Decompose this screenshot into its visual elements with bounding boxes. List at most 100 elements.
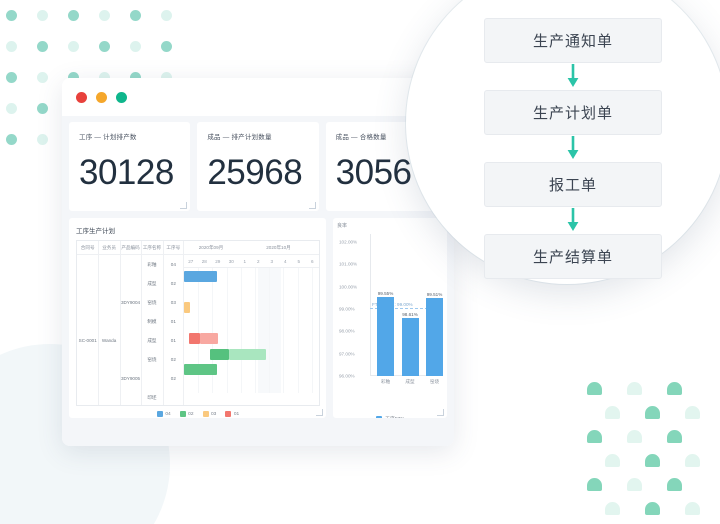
legend-label: 04 bbox=[165, 411, 171, 417]
grid-line bbox=[240, 268, 242, 393]
gantt-bar[interactable] bbox=[199, 332, 219, 344]
decorative-dot bbox=[99, 41, 110, 52]
decorative-arch bbox=[667, 478, 682, 491]
gantt-day-label: 5 bbox=[297, 258, 301, 264]
flow-node-work-report[interactable]: 报工单 bbox=[484, 162, 662, 207]
table-row[interactable]: 制模 01 bbox=[77, 312, 184, 331]
decorative-dot bbox=[6, 103, 17, 114]
kpi-card[interactable]: 工序 — 计划排产数 30128 bbox=[69, 122, 191, 211]
gantt-frame: 合同号 业务员 产品编码 工序名称 工序号 彩釉 04 成型 02 3DY9004 窑烧 03 制模 0… bbox=[76, 240, 320, 406]
gantt-column-header: 业务员 bbox=[102, 244, 116, 250]
gantt-bar[interactable] bbox=[184, 364, 217, 376]
decorative-dot bbox=[68, 10, 79, 21]
flow-node-production-notice[interactable]: 生产通知单 bbox=[484, 18, 662, 63]
decorative-arch bbox=[667, 382, 682, 395]
gantt-bars-area[interactable] bbox=[184, 268, 319, 393]
fty-legend: 工序FTY bbox=[333, 415, 447, 418]
gantt-day-label: 28 bbox=[201, 258, 207, 264]
table-cell: 窑烧 bbox=[147, 356, 157, 362]
table-cell: Wanda bbox=[101, 338, 117, 343]
kpi-row: 工序 — 计划排产数 30128 成品 — 排产计划数量 25968 成品 — … bbox=[69, 122, 447, 211]
flow-arrow-icon bbox=[484, 63, 662, 90]
gantt-day-label: 3 bbox=[270, 258, 274, 264]
decorative-arch bbox=[645, 406, 660, 419]
legend-item[interactable]: 04 bbox=[156, 411, 171, 417]
decorative-dot bbox=[37, 10, 48, 21]
table-row[interactable]: 3DY9004 窑烧 03 bbox=[77, 293, 184, 312]
legend-item[interactable]: 01 bbox=[225, 411, 239, 417]
grid-line bbox=[226, 268, 228, 393]
bar[interactable] bbox=[377, 296, 394, 376]
table-cell: 印坯 bbox=[147, 394, 157, 400]
resize-handle-icon[interactable] bbox=[180, 202, 188, 209]
flow-arrow-icon bbox=[484, 135, 662, 162]
flow-node-production-plan[interactable]: 生产计划单 bbox=[484, 90, 662, 135]
decorative-arch bbox=[605, 454, 620, 467]
gantt-bar[interactable] bbox=[184, 270, 217, 282]
gantt-bar[interactable] bbox=[210, 348, 230, 360]
gantt-title: 工序生产计划 bbox=[76, 228, 115, 235]
decorative-arch-pattern bbox=[575, 374, 720, 524]
table-cell: 3DY9004 bbox=[120, 300, 141, 305]
decorative-dot bbox=[68, 72, 79, 83]
kpi-label: 成品 — 排产计划数量 bbox=[207, 134, 272, 141]
gantt-bar[interactable] bbox=[229, 348, 267, 360]
gantt-month-label: 2020年10月 bbox=[266, 244, 291, 250]
gantt-day-label: 6 bbox=[310, 258, 314, 264]
column-divider bbox=[162, 241, 164, 405]
resize-handle-icon[interactable] bbox=[437, 409, 444, 416]
y-axis-tick: 99.00% bbox=[339, 306, 355, 312]
legend-label: 01 bbox=[233, 411, 240, 417]
close-icon[interactable] bbox=[76, 91, 87, 103]
gantt-day-label: 29 bbox=[215, 258, 221, 264]
table-cell: 3DY9005 bbox=[120, 376, 141, 381]
legend-item[interactable]: 03 bbox=[202, 411, 216, 417]
fty-plot-area: FTY目标值: 99.00% 102.00%101.00%100.00%99.0… bbox=[339, 234, 443, 394]
gantt-rows: 彩釉 04 成型 02 3DY9004 窑烧 03 制模 01 SC-0001 Wanda 成型 01 窑… bbox=[77, 255, 184, 405]
grid-line bbox=[269, 268, 271, 393]
bar[interactable] bbox=[426, 297, 443, 376]
maximize-icon[interactable] bbox=[116, 91, 127, 103]
legend-item[interactable]: 02 bbox=[179, 411, 194, 417]
table-row[interactable]: 窑烧 02 bbox=[77, 350, 184, 369]
gantt-column-headers: 合同号 业务员 产品编码 工序名称 工序号 bbox=[77, 241, 184, 255]
table-row[interactable]: 3DY9005 02 bbox=[77, 369, 184, 388]
gantt-bar[interactable] bbox=[184, 301, 190, 313]
y-axis-line bbox=[370, 234, 371, 376]
resize-handle-icon[interactable] bbox=[308, 202, 316, 209]
decorative-dot bbox=[37, 72, 48, 83]
decorative-dot bbox=[37, 103, 48, 114]
resize-handle-icon[interactable] bbox=[316, 409, 323, 416]
grid-line bbox=[198, 268, 200, 393]
decorative-dot bbox=[37, 41, 48, 52]
flow-node-production-settlement[interactable]: 生产结算单 bbox=[484, 234, 662, 279]
column-divider bbox=[183, 241, 184, 405]
legend-swatch bbox=[225, 411, 232, 417]
table-cell: 制模 bbox=[147, 318, 157, 324]
decorative-arch bbox=[587, 430, 602, 443]
gantt-bar[interactable] bbox=[188, 332, 200, 344]
table-row[interactable]: 印坯 bbox=[77, 388, 184, 405]
bar[interactable] bbox=[401, 317, 419, 376]
table-row[interactable]: SC-0001 Wanda 成型 01 bbox=[77, 331, 184, 350]
table-row[interactable]: 彩釉 04 bbox=[77, 255, 184, 274]
dashboard-window: 工序 — 计划排产数 30128 成品 — 排产计划数量 25968 成品 — … bbox=[62, 78, 454, 446]
decorative-dot bbox=[6, 10, 17, 21]
legend-swatch bbox=[376, 415, 383, 418]
kpi-card[interactable]: 成品 — 排产计划数量 25968 bbox=[197, 122, 319, 211]
y-axis-title: 良率 bbox=[337, 223, 348, 229]
decorative-arch bbox=[667, 430, 682, 443]
grid-line bbox=[311, 268, 313, 393]
gantt-column-header: 工序号 bbox=[166, 244, 181, 250]
kpi-value: 25968 bbox=[207, 153, 303, 192]
gantt-day-label: 27 bbox=[188, 258, 194, 264]
decorative-dot bbox=[161, 41, 172, 52]
minimize-icon[interactable] bbox=[96, 91, 107, 103]
gantt-timeline[interactable]: 2020年09月 2020年10月 27 28 29 30 1 2 3 4 5 6 bbox=[184, 241, 319, 405]
kpi-value: 30128 bbox=[79, 153, 174, 192]
y-axis-tick: 98.00% bbox=[339, 328, 355, 334]
table-row[interactable]: 成型 02 bbox=[77, 274, 184, 293]
bar-value-label: 99.55% bbox=[377, 290, 394, 296]
gantt-day-label: 4 bbox=[283, 258, 287, 264]
table-cell: 成型 bbox=[147, 280, 157, 286]
